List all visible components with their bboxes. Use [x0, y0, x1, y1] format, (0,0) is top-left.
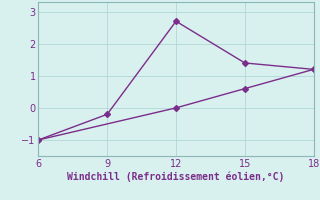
- X-axis label: Windchill (Refroidissement éolien,°C): Windchill (Refroidissement éolien,°C): [67, 172, 285, 182]
